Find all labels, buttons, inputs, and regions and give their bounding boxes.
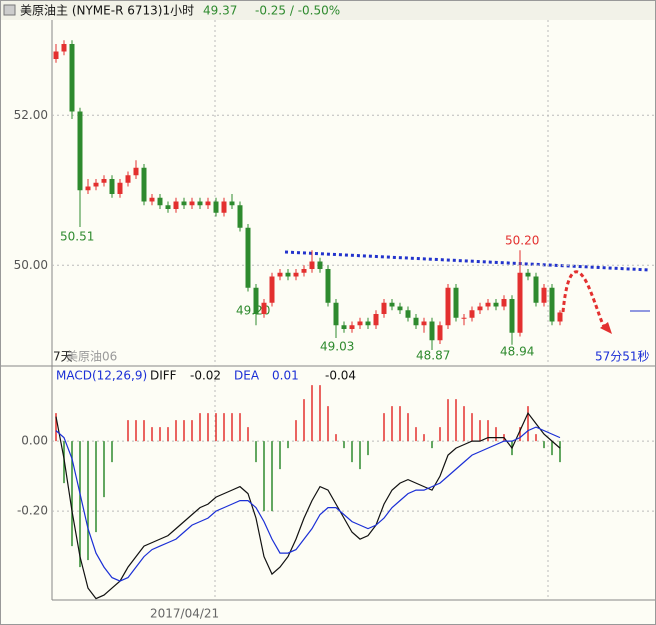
y-tick-label: -0.20: [17, 504, 48, 518]
arrow-head: [600, 322, 612, 334]
candle-body: [253, 287, 259, 314]
candle-body: [173, 201, 179, 209]
readout-diff: -0.02: [190, 369, 221, 383]
trend-line: [284, 250, 651, 272]
candle-body: [501, 299, 507, 307]
candle-body: [357, 321, 363, 326]
candle-body: [533, 276, 539, 303]
candle-body: [221, 201, 227, 213]
candle-body: [117, 182, 123, 194]
header-title: 美原油主 (NYME-R 6713)1小时: [20, 4, 194, 18]
candle-body: [365, 321, 371, 326]
candle-body: [85, 186, 91, 191]
candle-body: [285, 272, 291, 277]
legend-dea: DEA: [234, 369, 260, 383]
annotation: 49.03: [320, 340, 354, 354]
candle-body: [133, 167, 139, 176]
candle-body: [317, 261, 323, 269]
candle-body: [437, 325, 443, 341]
x-tick-label: 2017/04/21: [150, 607, 219, 621]
header-bar: [1, 1, 655, 20]
header-last: 49.37: [203, 4, 237, 18]
y-tick-label: 0.00: [21, 434, 48, 448]
candle-body: [453, 287, 459, 318]
macd-title: MACD(12,26,9): [56, 369, 147, 383]
period-label: 7天: [53, 350, 73, 364]
candle-body: [165, 205, 171, 209]
candle-body: [93, 182, 99, 187]
candle-body: [141, 167, 147, 202]
candle-body: [109, 179, 115, 194]
candle-body: [53, 51, 59, 59]
candle-body: [557, 312, 563, 322]
candle-body: [77, 111, 83, 191]
candle-body: [229, 201, 235, 206]
candle-body: [349, 325, 355, 329]
candle-body: [493, 302, 499, 307]
candle-body: [269, 276, 275, 303]
candle-body: [197, 201, 203, 206]
candle-body: [429, 321, 435, 341]
annotation: 50.20: [505, 234, 539, 248]
candle-body: [413, 317, 419, 326]
candle-body: [149, 197, 155, 202]
annotation: 48.94: [500, 345, 534, 359]
readout-dea: 0.01: [272, 369, 299, 383]
candle-body: [261, 302, 267, 314]
annotation: 48.87: [416, 349, 450, 363]
candle-body: [477, 306, 483, 311]
candle-body: [293, 272, 299, 277]
candle-body: [517, 272, 523, 333]
candle-body: [333, 302, 339, 326]
candle-body: [341, 325, 347, 329]
candle-body: [205, 201, 211, 206]
candle-body: [301, 269, 307, 273]
forecast-arrow: [561, 270, 608, 331]
macd-line: [55, 411, 561, 600]
candle-body: [245, 227, 251, 288]
candle-body: [445, 287, 451, 326]
candle-body: [461, 317, 467, 319]
y-tick-label: 50.00: [14, 258, 48, 272]
annotation: 50.51: [60, 230, 94, 244]
contract-label: 美原油06: [66, 350, 117, 364]
candle-body: [157, 197, 163, 206]
candle-body: [397, 306, 403, 311]
candle-body: [469, 310, 475, 318]
candle-body: [509, 299, 515, 333]
candle-body: [69, 44, 75, 112]
countdown: 57分51秒: [595, 350, 650, 364]
candle-body: [373, 314, 379, 326]
candle-body: [485, 302, 491, 307]
candle-body: [189, 201, 195, 206]
candle-body: [549, 287, 555, 322]
candle-body: [525, 272, 531, 277]
candle-body: [309, 261, 315, 269]
header-change: -0.25 / -0.50%: [255, 4, 340, 18]
candle-body: [325, 269, 331, 303]
candle-body: [541, 287, 547, 303]
candle-body: [381, 302, 387, 314]
candle-body: [181, 201, 187, 206]
candle-body: [405, 310, 411, 318]
candle-body: [389, 302, 395, 307]
candle-body: [125, 175, 131, 183]
candle-body: [237, 205, 243, 228]
candle-body: [213, 201, 219, 213]
y-tick-label: 52.00: [14, 108, 48, 122]
macd-line: [55, 426, 561, 582]
candle-body: [421, 321, 427, 326]
header-icon: [3, 4, 16, 16]
legend-diff: DIFF: [150, 369, 177, 383]
candle-body: [101, 179, 107, 183]
candle-body: [277, 272, 283, 277]
candle-body: [61, 44, 67, 52]
readout-macd: -0.04: [325, 369, 356, 383]
